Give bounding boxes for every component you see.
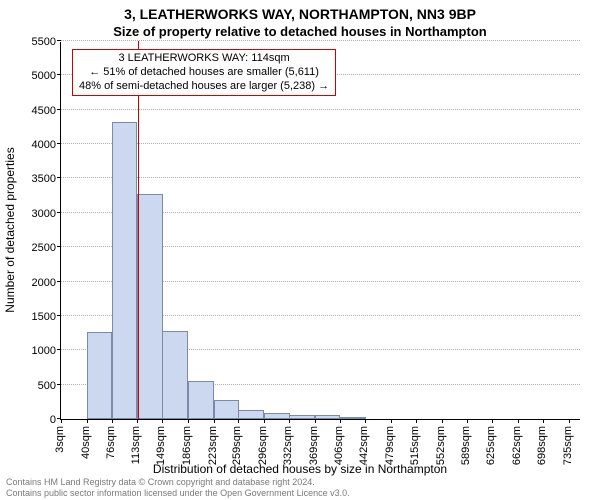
y-tick-label: 2000: [6, 277, 56, 289]
x-tick-label: 735sqm: [562, 426, 574, 476]
x-tick-label: 698sqm: [536, 426, 548, 476]
x-tick-mark: [162, 419, 163, 423]
x-tick-label: 332sqm: [282, 426, 294, 476]
x-tick-label: 625sqm: [485, 426, 497, 476]
y-tick-label: 4000: [6, 139, 56, 151]
y-tick-mark: [57, 384, 61, 385]
x-tick-label: 442sqm: [358, 426, 370, 476]
histogram-bar: [315, 415, 341, 419]
x-tick-mark: [492, 419, 493, 423]
x-tick-label: 113sqm: [130, 426, 142, 476]
x-tick-mark: [569, 419, 570, 423]
x-tick-label: 40sqm: [80, 426, 92, 476]
x-tick-mark: [188, 419, 189, 423]
y-tick-label: 1500: [6, 311, 56, 323]
x-tick-label: 223sqm: [207, 426, 219, 476]
x-tick-mark: [442, 419, 443, 423]
y-tick-label: 0: [6, 414, 56, 426]
histogram-bar: [340, 417, 366, 419]
annotation-line: ← 51% of detached houses are smaller (5,…: [79, 66, 329, 80]
histogram-bar: [214, 400, 240, 419]
histogram-bar: [188, 381, 214, 419]
y-tick-label: 500: [6, 380, 56, 392]
y-tick-mark: [57, 109, 61, 110]
x-tick-label: 149sqm: [155, 426, 167, 476]
x-tick-label: 479sqm: [384, 426, 396, 476]
y-tick-label: 5000: [6, 70, 56, 82]
x-tick-label: 3sqm: [54, 426, 66, 476]
histogram-bar: [137, 194, 163, 419]
y-tick-mark: [57, 281, 61, 282]
x-tick-label: 186sqm: [181, 426, 193, 476]
y-tick-mark: [57, 74, 61, 75]
x-tick-mark: [315, 419, 316, 423]
histogram-bar: [87, 332, 113, 419]
chart-container: 3, LEATHERWORKS WAY, NORTHAMPTON, NN3 9B…: [0, 0, 600, 500]
x-tick-mark: [87, 419, 88, 423]
histogram-bar: [162, 331, 188, 419]
x-tick-mark: [365, 419, 366, 423]
x-tick-mark: [340, 419, 341, 423]
y-tick-mark: [57, 349, 61, 350]
y-tick-mark: [57, 315, 61, 316]
chart-title-line1: 3, LEATHERWORKS WAY, NORTHAMPTON, NN3 9B…: [0, 6, 600, 22]
histogram-bar: [112, 122, 138, 419]
y-tick-label: 3500: [6, 173, 56, 185]
x-tick-label: 406sqm: [333, 426, 345, 476]
footer-line1: Contains HM Land Registry data © Crown c…: [6, 477, 350, 487]
x-tick-mark: [289, 419, 290, 423]
annotation-line: 48% of semi-detached houses are larger (…: [79, 80, 329, 94]
x-tick-mark: [238, 419, 239, 423]
x-tick-label: 552sqm: [435, 426, 447, 476]
x-tick-mark: [467, 419, 468, 423]
x-tick-mark: [137, 419, 138, 423]
x-tick-mark: [543, 419, 544, 423]
x-tick-label: 76sqm: [105, 426, 117, 476]
histogram-bar: [264, 413, 290, 419]
y-tick-label: 4500: [6, 105, 56, 117]
plot-area: [60, 42, 580, 420]
x-tick-label: 515sqm: [409, 426, 421, 476]
x-tick-mark: [391, 419, 392, 423]
x-tick-mark: [214, 419, 215, 423]
annotation-box: 3 LEATHERWORKS WAY: 114sqm← 51% of detac…: [72, 49, 336, 96]
x-tick-mark: [416, 419, 417, 423]
y-tick-mark: [57, 246, 61, 247]
histogram-bar: [289, 415, 315, 419]
x-tick-label: 589sqm: [460, 426, 472, 476]
annotation-line: 3 LEATHERWORKS WAY: 114sqm: [79, 52, 329, 66]
x-tick-mark: [61, 419, 62, 423]
x-tick-mark: [264, 419, 265, 423]
y-tick-mark: [57, 143, 61, 144]
y-tick-mark: [57, 40, 61, 41]
x-tick-mark: [518, 419, 519, 423]
footer-line2: Contains public sector information licen…: [6, 488, 350, 498]
histogram-bar: [238, 410, 264, 419]
footer-attribution: Contains HM Land Registry data © Crown c…: [6, 477, 350, 498]
property-marker-line: [138, 41, 139, 419]
y-tick-mark: [57, 212, 61, 213]
chart-title-line2: Size of property relative to detached ho…: [0, 24, 600, 39]
y-tick-label: 5500: [6, 36, 56, 48]
x-tick-label: 369sqm: [308, 426, 320, 476]
y-tick-label: 3000: [6, 208, 56, 220]
x-tick-label: 259sqm: [231, 426, 243, 476]
x-tick-label: 662sqm: [511, 426, 523, 476]
y-tick-label: 2500: [6, 242, 56, 254]
y-tick-label: 1000: [6, 345, 56, 357]
x-tick-mark: [112, 419, 113, 423]
y-tick-mark: [57, 177, 61, 178]
x-tick-label: 296sqm: [257, 426, 269, 476]
